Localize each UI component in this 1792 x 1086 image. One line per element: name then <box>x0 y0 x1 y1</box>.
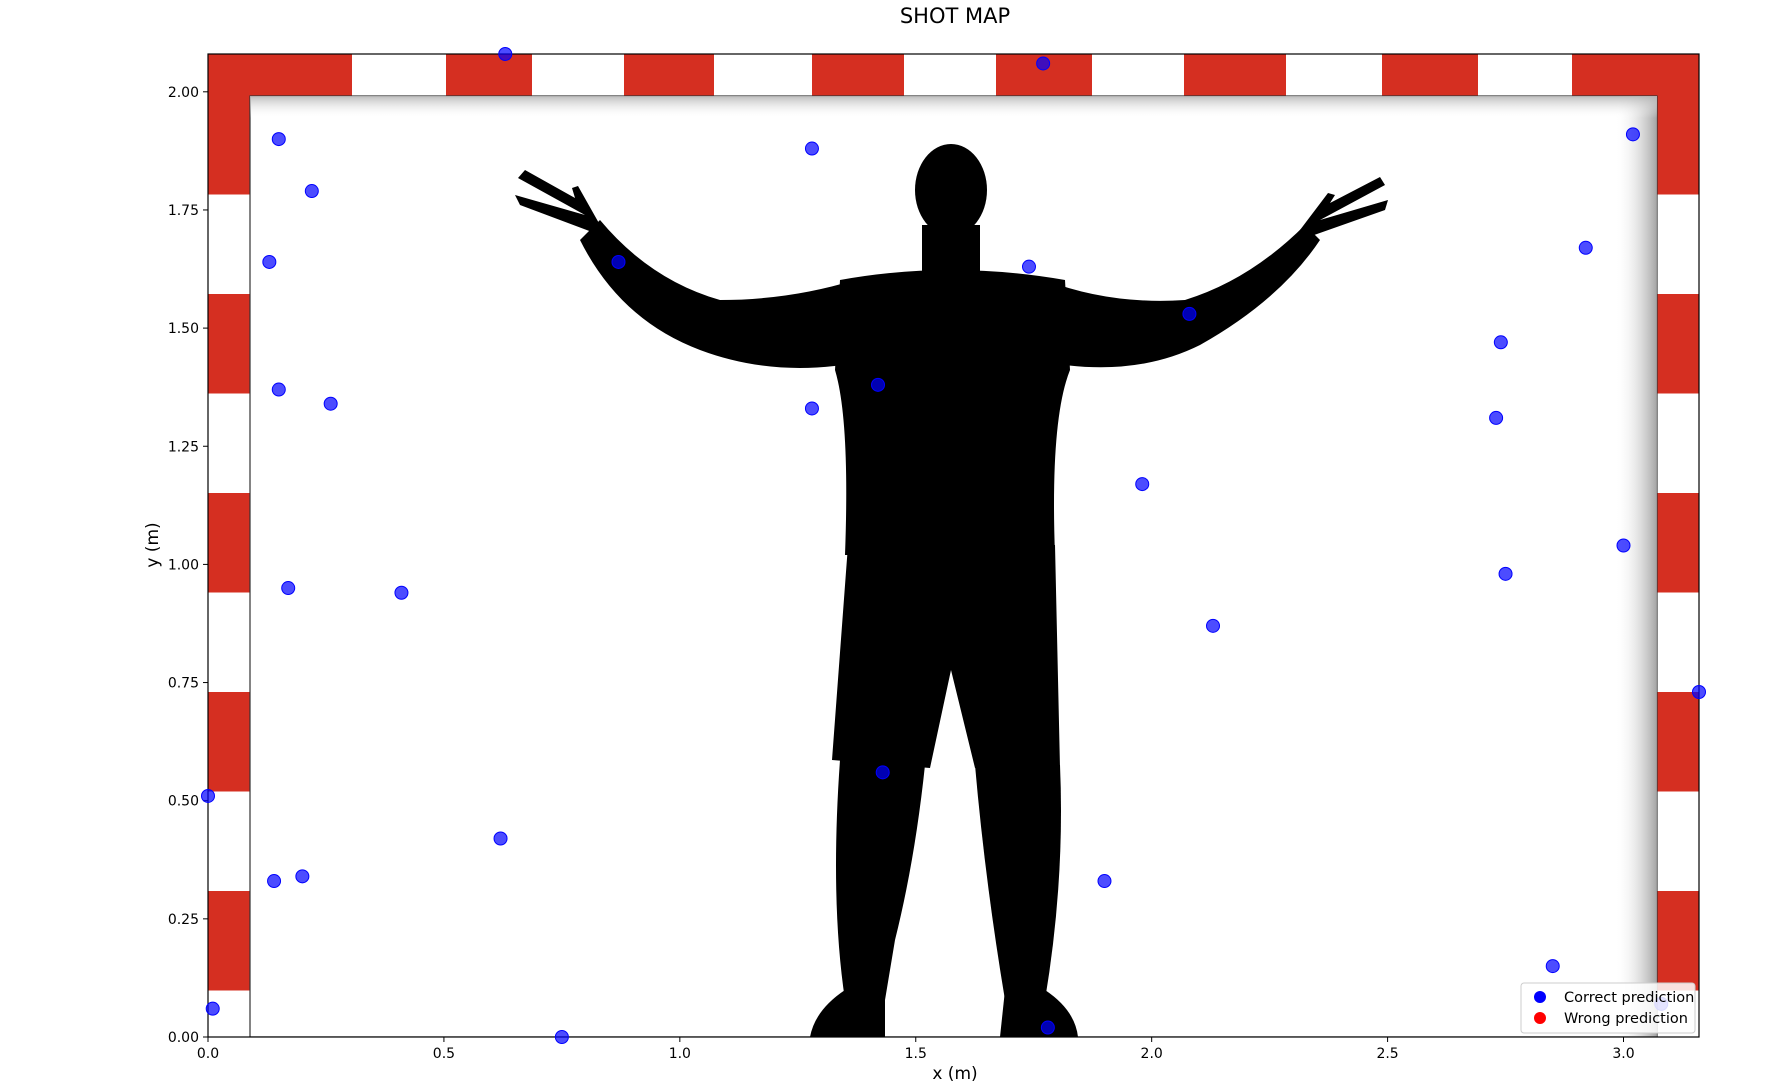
correct-shot-point <box>1616 538 1631 553</box>
correct-shot-point <box>281 581 296 596</box>
crossbar-stripe <box>1478 54 1572 96</box>
correct-shot-point <box>1692 685 1706 700</box>
right-post-stripe <box>1657 493 1699 594</box>
legend-marker-wrong <box>1534 1012 1546 1024</box>
y-tick-label: 0.50 <box>168 794 199 810</box>
goal-background-image <box>208 54 1699 1037</box>
correct-shot-point <box>1135 477 1150 492</box>
correct-shot-point <box>1498 566 1513 581</box>
x-axis-label: x (m) <box>932 1064 977 1084</box>
crossbar-stripe <box>1572 54 1699 96</box>
left-post-stripe <box>208 294 250 395</box>
legend-label-correct: Correct prediction <box>1564 990 1694 1006</box>
correct-shot-point <box>1182 306 1197 321</box>
right-post-stripe <box>1657 393 1699 494</box>
right-post-stripe <box>1657 891 1699 992</box>
left-post-stripe <box>208 891 250 992</box>
correct-shot-point <box>554 1030 569 1044</box>
right-post-stripe <box>1657 692 1699 793</box>
chart-title: SHOT MAP <box>900 4 1010 28</box>
crossbar-stripe <box>624 54 714 96</box>
correct-shot-point <box>267 874 282 889</box>
correct-shot-point <box>1040 1020 1055 1035</box>
correct-shot-point <box>1206 618 1221 633</box>
crossbar-stripe <box>532 54 624 96</box>
correct-shot-point <box>871 377 886 392</box>
y-tick-label: 2.00 <box>168 85 199 101</box>
crossbar-stripe <box>1092 54 1184 96</box>
legend-label-wrong: Wrong prediction <box>1564 1011 1688 1027</box>
y-tick-label: 0.25 <box>168 912 199 928</box>
correct-shot-point <box>1578 240 1593 255</box>
x-tick-label: 2.5 <box>1376 1046 1398 1062</box>
plot-frame <box>207 53 1700 1038</box>
correct-shot-point <box>498 47 513 61</box>
x-tick-label: 2.0 <box>1141 1046 1163 1062</box>
left-post-stripe <box>208 592 250 693</box>
crossbar-stripe <box>812 54 904 96</box>
crossbar-stripe <box>1286 54 1382 96</box>
correct-shot-point <box>262 254 277 269</box>
left-post-stripe <box>208 493 250 594</box>
y-tick-label: 0.00 <box>168 1030 199 1046</box>
correct-shot-point <box>1021 259 1036 274</box>
correct-shot-point <box>611 254 626 269</box>
left-post-stripe <box>208 791 250 892</box>
y-tick-label: 1.75 <box>168 203 199 219</box>
left-post-stripe <box>208 95 250 196</box>
y-tick-label: 1.50 <box>168 321 199 337</box>
x-tick-label: 1.0 <box>669 1046 691 1062</box>
scatter-points <box>201 47 1706 1044</box>
correct-shot-point <box>875 765 890 780</box>
legend-marker-correct <box>1534 991 1546 1003</box>
legend: Correct prediction Wrong prediction <box>1520 982 1696 1034</box>
crossbar-stripe <box>446 54 532 96</box>
crossbar-stripe <box>208 54 352 96</box>
correct-shot-point <box>1545 959 1560 974</box>
right-post-stripe <box>1657 95 1699 196</box>
correct-shot-point <box>804 401 819 416</box>
left-post-stripe <box>208 692 250 793</box>
goalkeeper-silhouette <box>515 144 1388 1037</box>
correct-shot-point <box>205 1001 220 1016</box>
x-tick-label: 0.5 <box>433 1046 455 1062</box>
correct-shot-point <box>271 382 286 397</box>
y-tick-label: 1.25 <box>168 439 199 455</box>
crossbar-stripe <box>714 54 812 96</box>
correct-shot-point <box>295 869 310 884</box>
crossbar-stripe <box>904 54 996 96</box>
crossbar-stripe <box>1382 54 1478 96</box>
correct-shot-point <box>1036 56 1051 71</box>
right-post-stripe <box>1657 791 1699 892</box>
correct-shot-point <box>1493 335 1508 350</box>
right-post-stripe <box>1657 592 1699 693</box>
y-tick-label: 1.00 <box>168 557 199 573</box>
correct-shot-point <box>1625 127 1640 142</box>
axes: 0.0 0.5 1.0 1.5 2.0 2.5 3.0 0.00 0.25 0.50 0.75 1.0… <box>168 85 1635 1062</box>
x-tick-label: 0.0 <box>197 1046 219 1062</box>
correct-shot-point <box>201 788 215 803</box>
crossbar-stripe <box>1184 54 1286 96</box>
left-post-stripe <box>208 194 250 295</box>
goal-posts <box>208 54 1699 1037</box>
correct-shot-point <box>304 184 319 199</box>
correct-shot-point <box>493 831 508 846</box>
y-tick-label: 0.75 <box>168 676 199 692</box>
correct-shot-point <box>1097 874 1112 889</box>
y-axis-label: y (m) <box>143 522 163 567</box>
legend-box <box>1520 982 1696 1034</box>
crossbar-stripe <box>352 54 446 96</box>
correct-shot-point <box>1489 410 1504 425</box>
correct-shot-point <box>271 132 286 147</box>
correct-shot-point <box>323 396 338 411</box>
right-post-stripe <box>1657 194 1699 295</box>
x-tick-label: 1.5 <box>905 1046 927 1062</box>
correct-shot-point <box>804 141 819 156</box>
left-post-stripe <box>208 393 250 494</box>
x-tick-label: 3.0 <box>1612 1046 1634 1062</box>
correct-shot-point <box>394 585 409 600</box>
right-post-stripe <box>1657 294 1699 395</box>
